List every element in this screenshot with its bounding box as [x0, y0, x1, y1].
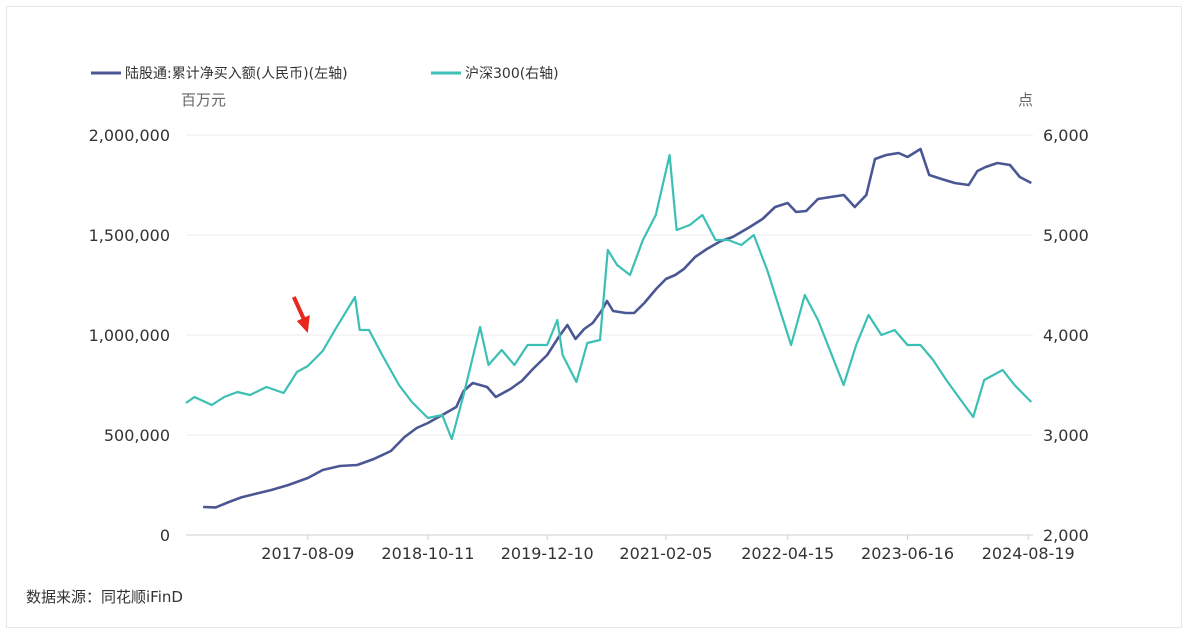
y-left-tick-label: 500,000: [104, 426, 170, 445]
y-right-tick-label: 5,000: [1043, 226, 1089, 245]
x-tick-label: 2017-08-09: [261, 544, 354, 563]
index-line: [185, 153, 1033, 441]
series-lines: [185, 147, 1033, 509]
y-right-tick-label: 4,000: [1043, 326, 1089, 345]
legend: 陆股通:累计净买入额(人民币)(左轴) 沪深300(右轴): [91, 66, 559, 82]
x-tick-label: 2019-12-10: [501, 544, 594, 563]
grid-lines: [186, 134, 1033, 536]
y-left-tick-label: 1,000,000: [89, 326, 170, 345]
x-tick-label: 2021-02-05: [619, 544, 712, 563]
y-right-tick-label: 3,000: [1043, 426, 1089, 445]
legend-item-index[interactable]: 沪深300(右轴): [431, 66, 559, 82]
left-y-axis: 0 500,000 1,000,000 1,500,000 2,000,000: [89, 126, 170, 545]
annotations: [291, 296, 310, 333]
x-tick-label: 2023-06-16: [861, 544, 954, 563]
y-right-tick-label: 6,000: [1043, 126, 1089, 145]
data-source: 数据来源：同花顺iFinD: [26, 588, 183, 606]
y-right-tick-label: 2,000: [1043, 526, 1089, 545]
right-axis-unit: 点: [1018, 91, 1033, 109]
x-axis: 2017-08-09 2018-10-11 2019-12-10 2021-02-05…: [261, 535, 1075, 563]
legend-item-flow[interactable]: 陆股通:累计净买入额(人民币)(左轴): [91, 66, 348, 82]
x-tick-label: 2022-04-15: [741, 544, 834, 563]
arrow-head: [296, 315, 310, 333]
x-tick-label: 2018-10-11: [381, 544, 474, 563]
y-left-tick-label: 0: [160, 526, 170, 545]
chart-svg: 陆股通:累计净买入额(人民币)(左轴) 沪深300(右轴) 百万元 点 0 500…: [89, 66, 1089, 563]
left-axis-unit: 百万元: [181, 91, 226, 109]
x-tick-label: 2024-08-19: [982, 544, 1075, 563]
y-left-tick-label: 2,000,000: [89, 126, 170, 145]
chart-frame: 陆股通:累计净买入额(人民币)(左轴) 沪深300(右轴) 百万元 点 0 500…: [6, 6, 1182, 628]
legend-label: 沪深300(右轴): [465, 66, 559, 82]
y-left-tick-label: 1,500,000: [89, 226, 170, 245]
right-y-axis: 2,000 3,000 4,000 5,000 6,000: [1043, 126, 1089, 545]
legend-label: 陆股通:累计净买入额(人民币)(左轴): [125, 66, 348, 82]
arrow-shaft: [291, 296, 306, 320]
flow-line: [203, 147, 1032, 509]
